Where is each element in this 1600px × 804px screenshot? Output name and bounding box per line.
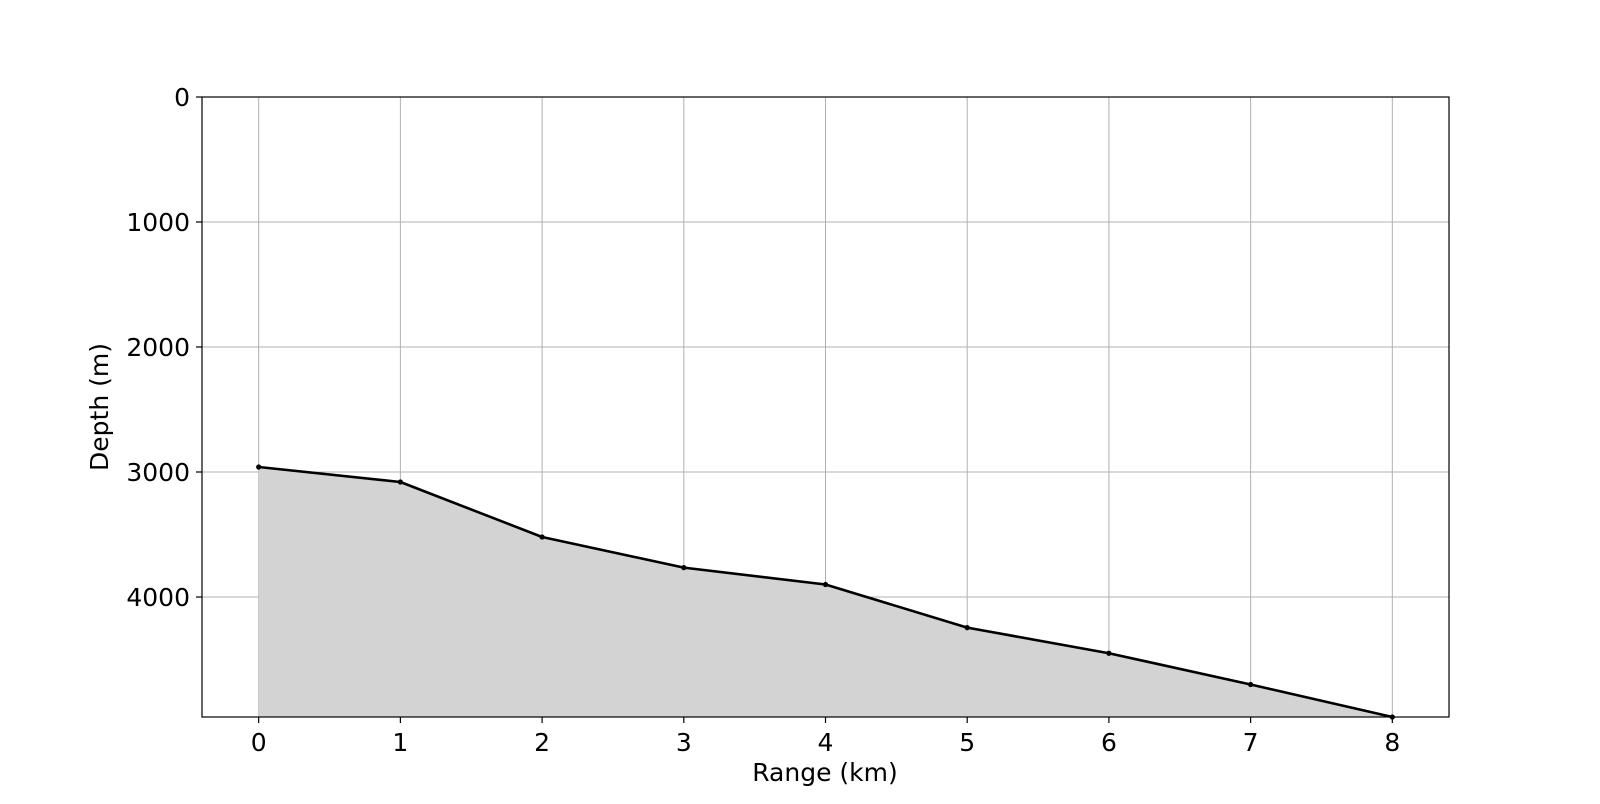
x-tick-label-6: 6 (1101, 728, 1117, 757)
y-tick-label-1: 1000 (126, 208, 190, 237)
x-tick-label-2: 2 (534, 728, 550, 757)
x-tick-label-3: 3 (676, 728, 692, 757)
data-point-5 (964, 625, 970, 631)
x-tick-label-5: 5 (959, 728, 975, 757)
area-layer (256, 464, 1395, 720)
x-tick-label-1: 1 (392, 728, 408, 757)
data-point-6 (1106, 650, 1112, 656)
x-tick-label-7: 7 (1243, 728, 1259, 757)
y-tick-label-3: 3000 (126, 458, 190, 487)
y-tick-label-0: 0 (174, 83, 190, 112)
x-axis-label: Range (km) (752, 758, 898, 787)
x-tick-label-8: 8 (1384, 728, 1400, 757)
data-point-2 (539, 534, 545, 540)
data-point-4 (822, 581, 829, 588)
y-tick-label-4: 4000 (126, 583, 190, 612)
y-axis-label: Depth (m) (85, 343, 114, 471)
data-point-0 (256, 464, 262, 470)
y-tick-label-2: 2000 (126, 333, 190, 362)
data-point-7 (1248, 681, 1254, 688)
data-point-1 (397, 479, 403, 485)
x-tick-label-0: 0 (251, 728, 267, 757)
tick-layer: 0 1 2 3 4 5 6 7 8 0 1000 2000 3000 4000 (126, 83, 1400, 757)
data-point-3 (681, 565, 687, 571)
x-tick-label-4: 4 (818, 728, 834, 757)
